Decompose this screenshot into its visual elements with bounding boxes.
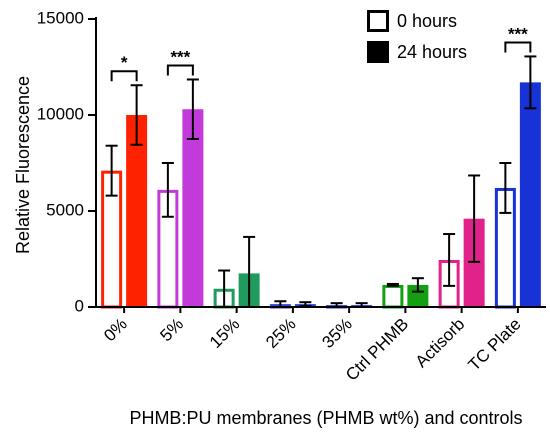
bar-24h-7 xyxy=(519,82,541,307)
x-axis-title: PHMB:PU membranes (PHMB wt%) and control… xyxy=(129,408,522,428)
error-bar-24h-5 xyxy=(411,277,424,293)
significance-bracket-1 xyxy=(166,64,194,76)
legend-swatch-24h xyxy=(367,41,389,63)
bar-24h-1 xyxy=(182,109,204,308)
error-bar-0h-0 xyxy=(105,144,118,197)
y-tick-label-1: 5000 xyxy=(46,200,84,219)
legend-label-1: 24 hours xyxy=(397,42,467,62)
x-tick-label-3: 25% xyxy=(262,314,299,351)
bar-24h-5 xyxy=(407,284,429,307)
x-tick-label-0: 0% xyxy=(100,314,131,345)
axes-layer xyxy=(88,17,546,313)
legend-label-0: 0 hours xyxy=(397,11,457,31)
y-axis-title: Relative Fluorescence xyxy=(13,76,33,254)
error-bar-24h-7 xyxy=(524,55,537,110)
y-tick-label-0: 0 xyxy=(75,296,84,315)
x-tick-label-7: TC Plate xyxy=(464,314,524,374)
bars-layer xyxy=(101,55,541,309)
y-tick-label-3: 15000 xyxy=(37,8,84,27)
significance-label-2: *** xyxy=(508,24,528,43)
error-bar-24h-0 xyxy=(130,84,143,146)
legend: 0 hours 24 hours xyxy=(367,10,467,63)
x-tick-label-6: Actisorb xyxy=(412,314,469,371)
error-bar-0h-7 xyxy=(499,162,512,214)
significance-bracket-2 xyxy=(504,41,532,53)
significance-label-1: *** xyxy=(170,47,190,66)
error-bar-0h-1 xyxy=(161,162,174,218)
error-bar-0h-6 xyxy=(443,233,456,287)
significance-label-0: * xyxy=(121,53,128,72)
x-tick-label-1: 5% xyxy=(156,314,187,345)
x-tick-label-2: 15% xyxy=(206,314,243,351)
error-bar-0h-5 xyxy=(386,282,399,287)
error-bar-24h-1 xyxy=(186,78,199,140)
significance-bracket-0 xyxy=(110,70,138,82)
bar-24h-0 xyxy=(126,115,148,307)
legend-swatch-0h xyxy=(367,10,389,32)
y-tick-label-2: 10000 xyxy=(37,104,84,123)
x-tick-label-4: 35% xyxy=(318,314,355,351)
bar-0h-5 xyxy=(382,284,404,309)
error-bar-24h-6 xyxy=(468,174,481,263)
